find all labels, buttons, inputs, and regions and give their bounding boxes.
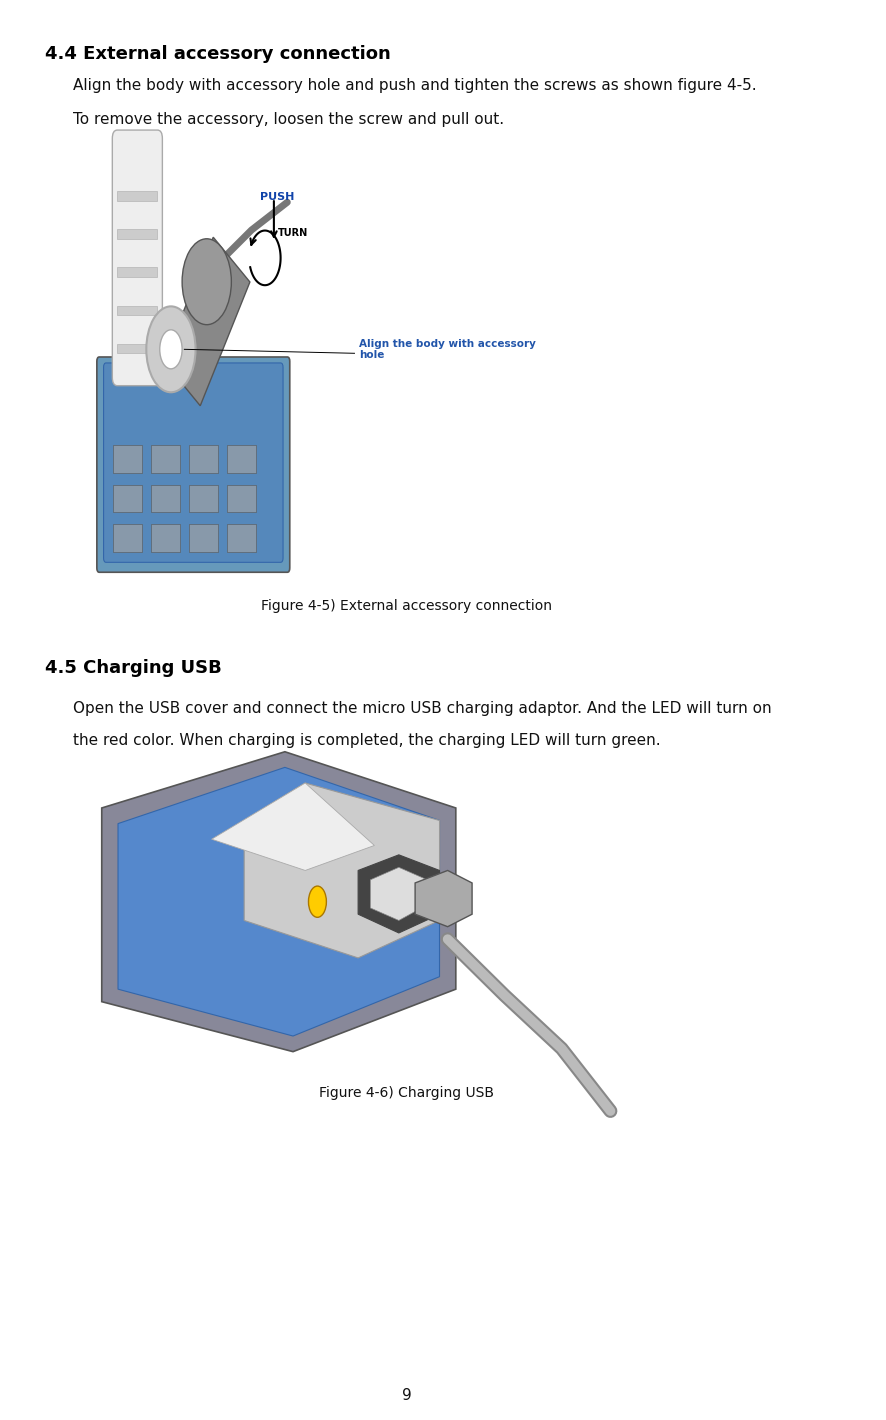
FancyBboxPatch shape	[113, 131, 162, 386]
Text: Align the body with accessory hole and push and tighten the screws as shown figu: Align the body with accessory hole and p…	[74, 78, 756, 94]
Text: 4.4 External accessory connection: 4.4 External accessory connection	[44, 45, 390, 64]
Polygon shape	[163, 237, 250, 406]
Circle shape	[159, 329, 182, 369]
Bar	[189, 444, 218, 473]
Bar	[117, 267, 158, 277]
Polygon shape	[358, 855, 439, 933]
Polygon shape	[212, 782, 374, 870]
Bar	[117, 344, 158, 354]
Text: the red color. When charging is completed, the charging LED will turn green.: the red color. When charging is complete…	[74, 733, 660, 748]
Text: Figure 4-6) Charging USB: Figure 4-6) Charging USB	[319, 1086, 494, 1100]
Bar	[189, 484, 218, 513]
Bar	[113, 484, 142, 513]
FancyBboxPatch shape	[104, 364, 283, 562]
Bar	[113, 524, 142, 552]
Bar	[151, 444, 180, 473]
Text: Align the body with accessory
hole: Align the body with accessory hole	[359, 338, 535, 361]
Circle shape	[182, 239, 231, 325]
Circle shape	[146, 307, 195, 392]
FancyBboxPatch shape	[97, 356, 290, 572]
Text: 4.5 Charging USB: 4.5 Charging USB	[44, 659, 222, 677]
Text: PUSH: PUSH	[260, 192, 294, 202]
Bar	[227, 484, 256, 513]
Polygon shape	[415, 870, 471, 927]
Polygon shape	[102, 751, 455, 1052]
Polygon shape	[370, 868, 427, 920]
Bar	[227, 444, 256, 473]
Circle shape	[308, 886, 326, 917]
Bar	[117, 305, 158, 315]
Polygon shape	[118, 767, 439, 1037]
Bar	[117, 229, 158, 239]
Text: TURN: TURN	[278, 229, 308, 239]
Text: 9: 9	[401, 1387, 411, 1403]
Bar	[113, 444, 142, 473]
Text: To remove the accessory, loosen the screw and pull out.: To remove the accessory, loosen the scre…	[74, 112, 504, 128]
Bar	[227, 524, 256, 552]
Text: Open the USB cover and connect the micro USB charging adaptor. And the LED will : Open the USB cover and connect the micro…	[74, 701, 771, 717]
Bar	[151, 524, 180, 552]
Bar	[117, 192, 158, 200]
Text: Figure 4-5) External accessory connection: Figure 4-5) External accessory connectio…	[261, 599, 552, 613]
Bar	[189, 524, 218, 552]
Polygon shape	[244, 782, 439, 959]
Bar	[151, 484, 180, 513]
